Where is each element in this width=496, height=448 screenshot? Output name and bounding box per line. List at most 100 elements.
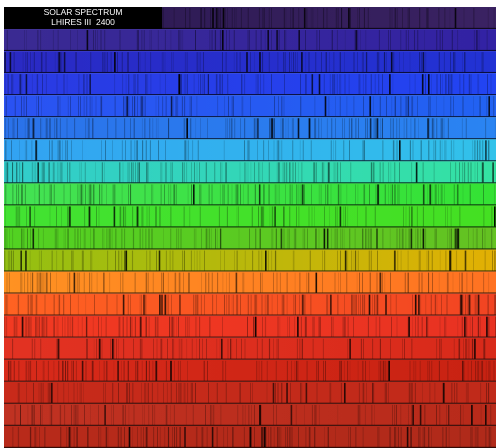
absorption-line [488,140,490,161]
absorption-line [146,426,148,447]
absorption-line [161,52,163,73]
absorption-line [276,228,277,249]
absorption-line [112,382,114,403]
absorption-line [480,316,481,337]
absorption-line [121,184,123,205]
absorption-line [179,294,181,315]
absorption-line [165,140,166,161]
absorption-line [172,96,174,117]
absorption-line [24,30,25,51]
absorption-line [85,316,87,337]
absorption-line [196,250,198,271]
absorption-line [341,8,343,29]
absorption-line [206,162,207,183]
absorption-line [409,140,411,161]
absorption-line [134,140,136,161]
absorption-line [263,74,265,95]
absorption-line [40,404,41,425]
absorption-line [352,294,353,315]
absorption-line [285,118,287,139]
absorption-line [404,272,406,293]
strip-band [4,95,496,118]
absorption-line [85,316,87,337]
absorption-line [422,184,425,205]
absorption-line [227,184,229,205]
absorption-line [155,96,157,117]
absorption-line [376,52,378,73]
absorption-line [261,360,263,381]
absorption-line [479,140,481,161]
absorption-line [66,426,67,447]
absorption-line [344,250,346,271]
absorption-line [444,316,445,337]
absorption-line [326,228,329,249]
absorption-line [400,404,402,425]
absorption-line [324,206,325,227]
absorption-line [54,52,56,73]
absorption-line [121,250,123,271]
absorption-line [77,184,78,205]
absorption-line [149,118,151,139]
absorption-line [63,360,64,381]
absorption-line [275,228,277,249]
absorption-line [275,360,277,381]
absorption-line [347,206,349,227]
absorption-line [236,206,238,227]
absorption-line [220,228,221,249]
absorption-line [347,338,349,359]
absorption-line [63,52,66,73]
absorption-line [471,360,472,381]
absorption-line [467,338,469,359]
absorption-line [310,140,312,161]
absorption-line [390,52,393,73]
absorption-line [494,206,496,227]
absorption-line [271,30,272,51]
absorption-line [202,426,204,447]
absorption-line [403,118,405,139]
absorption-line [367,228,369,249]
absorption-line [450,74,452,95]
absorption-line [206,426,208,447]
absorption-line [254,426,255,447]
absorption-line [236,250,238,271]
absorption-line [58,338,60,359]
strip-separator [4,27,496,30]
absorption-line [421,272,423,293]
strip-separator [4,204,496,206]
absorption-line [40,52,42,73]
absorption-line [379,316,381,337]
absorption-line [223,426,225,447]
absorption-line [46,272,48,293]
absorption-line [223,184,225,205]
absorption-line [465,316,467,337]
absorption-line [58,360,60,381]
absorption-line [9,228,10,249]
absorption-line [391,96,393,117]
absorption-line [36,96,37,117]
absorption-line [283,206,284,227]
absorption-line [445,426,447,447]
absorption-line [457,316,459,337]
absorption-line [462,162,464,183]
absorption-line [314,162,316,183]
absorption-line [137,140,138,161]
absorption-line [274,250,276,271]
absorption-line [468,74,470,95]
absorption-line [310,294,312,315]
absorption-line [371,404,373,425]
absorption-line [487,294,489,315]
absorption-line [307,228,308,249]
absorption-line [363,8,365,29]
absorption-line [327,426,329,447]
absorption-line [358,74,360,95]
absorption-line [488,382,490,403]
absorption-line [329,52,330,73]
absorption-line [355,118,357,139]
absorption-line [121,228,123,249]
absorption-line [199,250,201,271]
absorption-line [118,338,119,359]
absorption-line [492,250,493,271]
absorption-line [269,118,270,139]
absorption-line [426,8,428,29]
absorption-line [303,8,306,29]
